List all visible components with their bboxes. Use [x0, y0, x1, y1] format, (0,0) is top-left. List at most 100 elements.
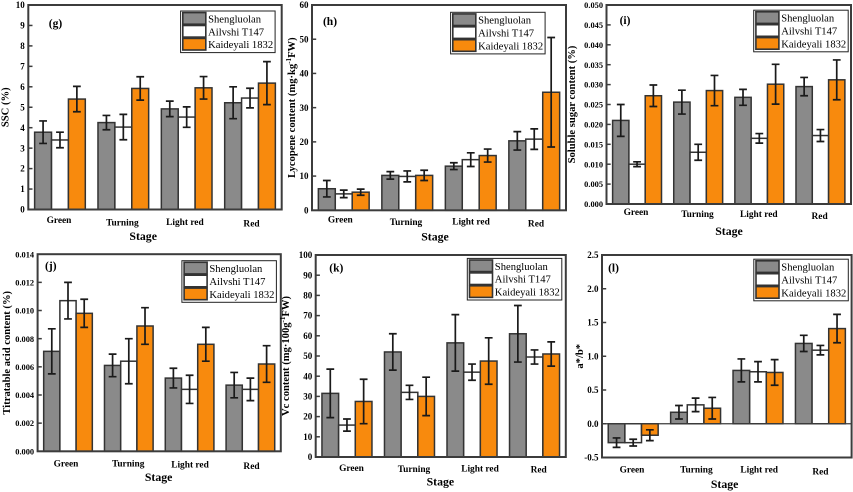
svg-text:40: 40	[300, 69, 310, 79]
svg-text:Green: Green	[624, 208, 650, 218]
svg-text:Light red: Light red	[740, 210, 778, 220]
svg-text:Shengluolan: Shengluolan	[781, 263, 835, 274]
svg-text:10: 10	[300, 171, 310, 181]
svg-text:50: 50	[303, 351, 313, 361]
svg-text:Light red: Light red	[166, 218, 204, 228]
svg-text:Stage: Stage	[715, 224, 743, 238]
svg-text:a*/b*: a*/b*	[575, 344, 586, 369]
svg-text:Turning: Turning	[398, 465, 431, 475]
svg-text:0.002: 0.002	[15, 419, 34, 428]
svg-text:0.015: 0.015	[584, 140, 603, 149]
svg-text:Kaideyali 1832: Kaideyali 1832	[781, 288, 846, 299]
svg-text:6: 6	[20, 82, 25, 92]
svg-text:0.050: 0.050	[584, 1, 603, 10]
svg-text:Red: Red	[812, 467, 829, 477]
svg-text:0.008: 0.008	[15, 335, 34, 344]
svg-text:30: 30	[303, 392, 313, 402]
svg-text:Green: Green	[339, 464, 365, 474]
svg-text:0.000: 0.000	[15, 447, 34, 456]
svg-text:Stage: Stage	[145, 470, 173, 484]
svg-text:Ailvshi T147: Ailvshi T147	[781, 27, 837, 38]
svg-text:1.0: 1.0	[587, 351, 599, 361]
svg-text:Green: Green	[328, 216, 354, 226]
svg-text:Stage: Stage	[129, 229, 157, 243]
svg-text:0.014: 0.014	[15, 250, 35, 259]
svg-text:40: 40	[303, 371, 313, 381]
svg-text:10: 10	[303, 432, 313, 442]
svg-text:Ailvshi T147: Ailvshi T147	[209, 277, 265, 288]
svg-text:0: 0	[308, 452, 313, 462]
svg-text:Vc content (mg·100g-1FW): Vc content (mg·100g-1FW)	[279, 296, 292, 416]
svg-text:Green: Green	[620, 466, 646, 476]
svg-text:Soluble sugar content (%): Soluble sugar content (%)	[567, 45, 578, 163]
svg-text:Light red: Light red	[461, 465, 499, 475]
svg-text:0.000: 0.000	[584, 200, 603, 209]
svg-text:20: 20	[303, 412, 313, 422]
svg-text:Kaideyali 1832: Kaideyali 1832	[478, 42, 543, 53]
svg-text:0: 0	[304, 205, 309, 215]
svg-text:9: 9	[20, 21, 25, 31]
svg-text:Red: Red	[243, 220, 260, 230]
svg-text:8: 8	[20, 41, 25, 51]
svg-text:10: 10	[16, 0, 26, 10]
svg-text:Red: Red	[531, 466, 548, 476]
svg-text:Stage: Stage	[421, 230, 449, 244]
svg-text:Titratable acid content (%): Titratable acid content (%)	[2, 290, 13, 414]
svg-text:(h): (h)	[323, 16, 337, 28]
svg-text:(g): (g)	[49, 18, 63, 30]
svg-text:60: 60	[300, 0, 310, 10]
svg-text:Red: Red	[812, 212, 829, 222]
svg-text:Turning: Turning	[681, 210, 714, 220]
svg-text:Shengluolan: Shengluolan	[495, 262, 549, 273]
svg-text:2: 2	[20, 164, 25, 174]
svg-text:90: 90	[303, 270, 313, 280]
svg-text:SSC (%): SSC (%)	[1, 87, 12, 127]
svg-text:Lycopene content (mg·kg-1FW): Lycopene content (mg·kg-1FW)	[285, 37, 298, 178]
svg-text:Turning: Turning	[680, 466, 713, 476]
svg-text:0.030: 0.030	[584, 81, 603, 90]
svg-text:(k): (k)	[329, 263, 343, 275]
svg-text:0.012: 0.012	[15, 278, 34, 287]
svg-text:Ailvshi T147: Ailvshi T147	[478, 29, 534, 40]
svg-text:0.035: 0.035	[584, 61, 603, 70]
svg-text:Shengluolan: Shengluolan	[478, 16, 532, 27]
svg-text:Kaideyali 1832: Kaideyali 1832	[209, 290, 274, 301]
svg-text:Stage: Stage	[427, 475, 455, 489]
svg-text:0.005: 0.005	[584, 180, 603, 189]
svg-text:0.006: 0.006	[15, 363, 34, 372]
svg-text:Kaideyali 1832: Kaideyali 1832	[495, 288, 560, 299]
svg-text:50: 50	[300, 34, 310, 44]
svg-text:Light red: Light red	[171, 461, 209, 471]
svg-text:20: 20	[300, 137, 310, 147]
svg-text:5: 5	[20, 102, 25, 112]
svg-text:80: 80	[303, 291, 313, 301]
svg-text:Kaideyali 1832: Kaideyali 1832	[208, 40, 273, 51]
svg-text:2.5: 2.5	[587, 250, 599, 260]
svg-text:Green: Green	[54, 459, 80, 469]
svg-text:Kaideyali 1832: Kaideyali 1832	[781, 39, 846, 50]
svg-text:0.004: 0.004	[15, 391, 35, 400]
svg-text:0.0: 0.0	[587, 419, 599, 429]
svg-text:0.5: 0.5	[587, 385, 599, 395]
svg-text:70: 70	[303, 311, 313, 321]
svg-text:3: 3	[20, 143, 25, 153]
svg-text:Green: Green	[47, 216, 73, 226]
svg-text:100: 100	[299, 250, 313, 260]
svg-text:0.020: 0.020	[584, 121, 603, 130]
svg-text:60: 60	[303, 331, 313, 341]
svg-text:(i): (i)	[620, 15, 631, 27]
svg-text:0.045: 0.045	[584, 21, 603, 30]
svg-text:0.025: 0.025	[584, 101, 603, 110]
svg-text:Shengluolan: Shengluolan	[208, 14, 262, 25]
svg-text:0: 0	[20, 205, 25, 215]
svg-text:0.040: 0.040	[584, 41, 603, 50]
svg-text:Shengluolan: Shengluolan	[209, 264, 263, 275]
svg-text:Red: Red	[528, 220, 545, 230]
svg-text:4: 4	[20, 123, 25, 133]
svg-text:Light red: Light red	[452, 218, 490, 228]
svg-text:-0.5: -0.5	[584, 453, 599, 463]
svg-text:1.5: 1.5	[587, 318, 599, 328]
svg-text:Ailvshi T147: Ailvshi T147	[208, 27, 264, 38]
svg-text:Turning: Turning	[112, 460, 145, 470]
svg-text:Shengluolan: Shengluolan	[781, 14, 835, 25]
